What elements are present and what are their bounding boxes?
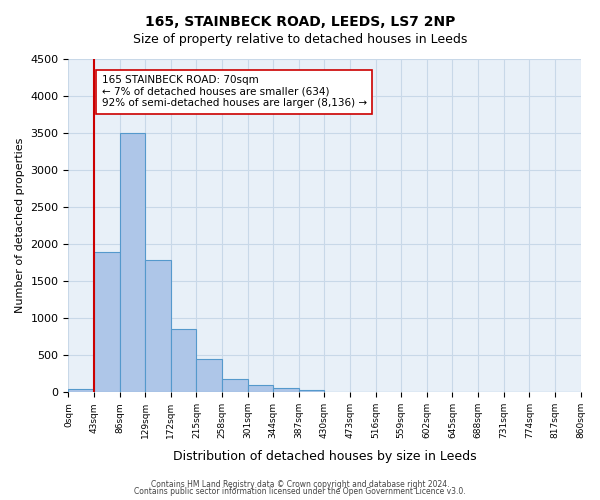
Bar bbox=[171, 330, 196, 392]
Bar bbox=[299, 390, 325, 392]
Bar bbox=[196, 359, 222, 392]
Text: Contains HM Land Registry data © Crown copyright and database right 2024.: Contains HM Land Registry data © Crown c… bbox=[151, 480, 449, 489]
Bar bbox=[68, 388, 94, 392]
Bar bbox=[222, 380, 248, 392]
Y-axis label: Number of detached properties: Number of detached properties bbox=[15, 138, 25, 314]
Bar bbox=[119, 133, 145, 392]
Bar bbox=[248, 385, 273, 392]
Bar bbox=[145, 260, 171, 392]
Bar bbox=[273, 388, 299, 392]
Bar bbox=[94, 252, 119, 392]
Text: Contains public sector information licensed under the Open Government Licence v3: Contains public sector information licen… bbox=[134, 487, 466, 496]
Text: 165 STAINBECK ROAD: 70sqm
← 7% of detached houses are smaller (634)
92% of semi-: 165 STAINBECK ROAD: 70sqm ← 7% of detach… bbox=[101, 76, 367, 108]
Text: 165, STAINBECK ROAD, LEEDS, LS7 2NP: 165, STAINBECK ROAD, LEEDS, LS7 2NP bbox=[145, 15, 455, 29]
X-axis label: Distribution of detached houses by size in Leeds: Distribution of detached houses by size … bbox=[173, 450, 476, 462]
Text: Size of property relative to detached houses in Leeds: Size of property relative to detached ho… bbox=[133, 32, 467, 46]
